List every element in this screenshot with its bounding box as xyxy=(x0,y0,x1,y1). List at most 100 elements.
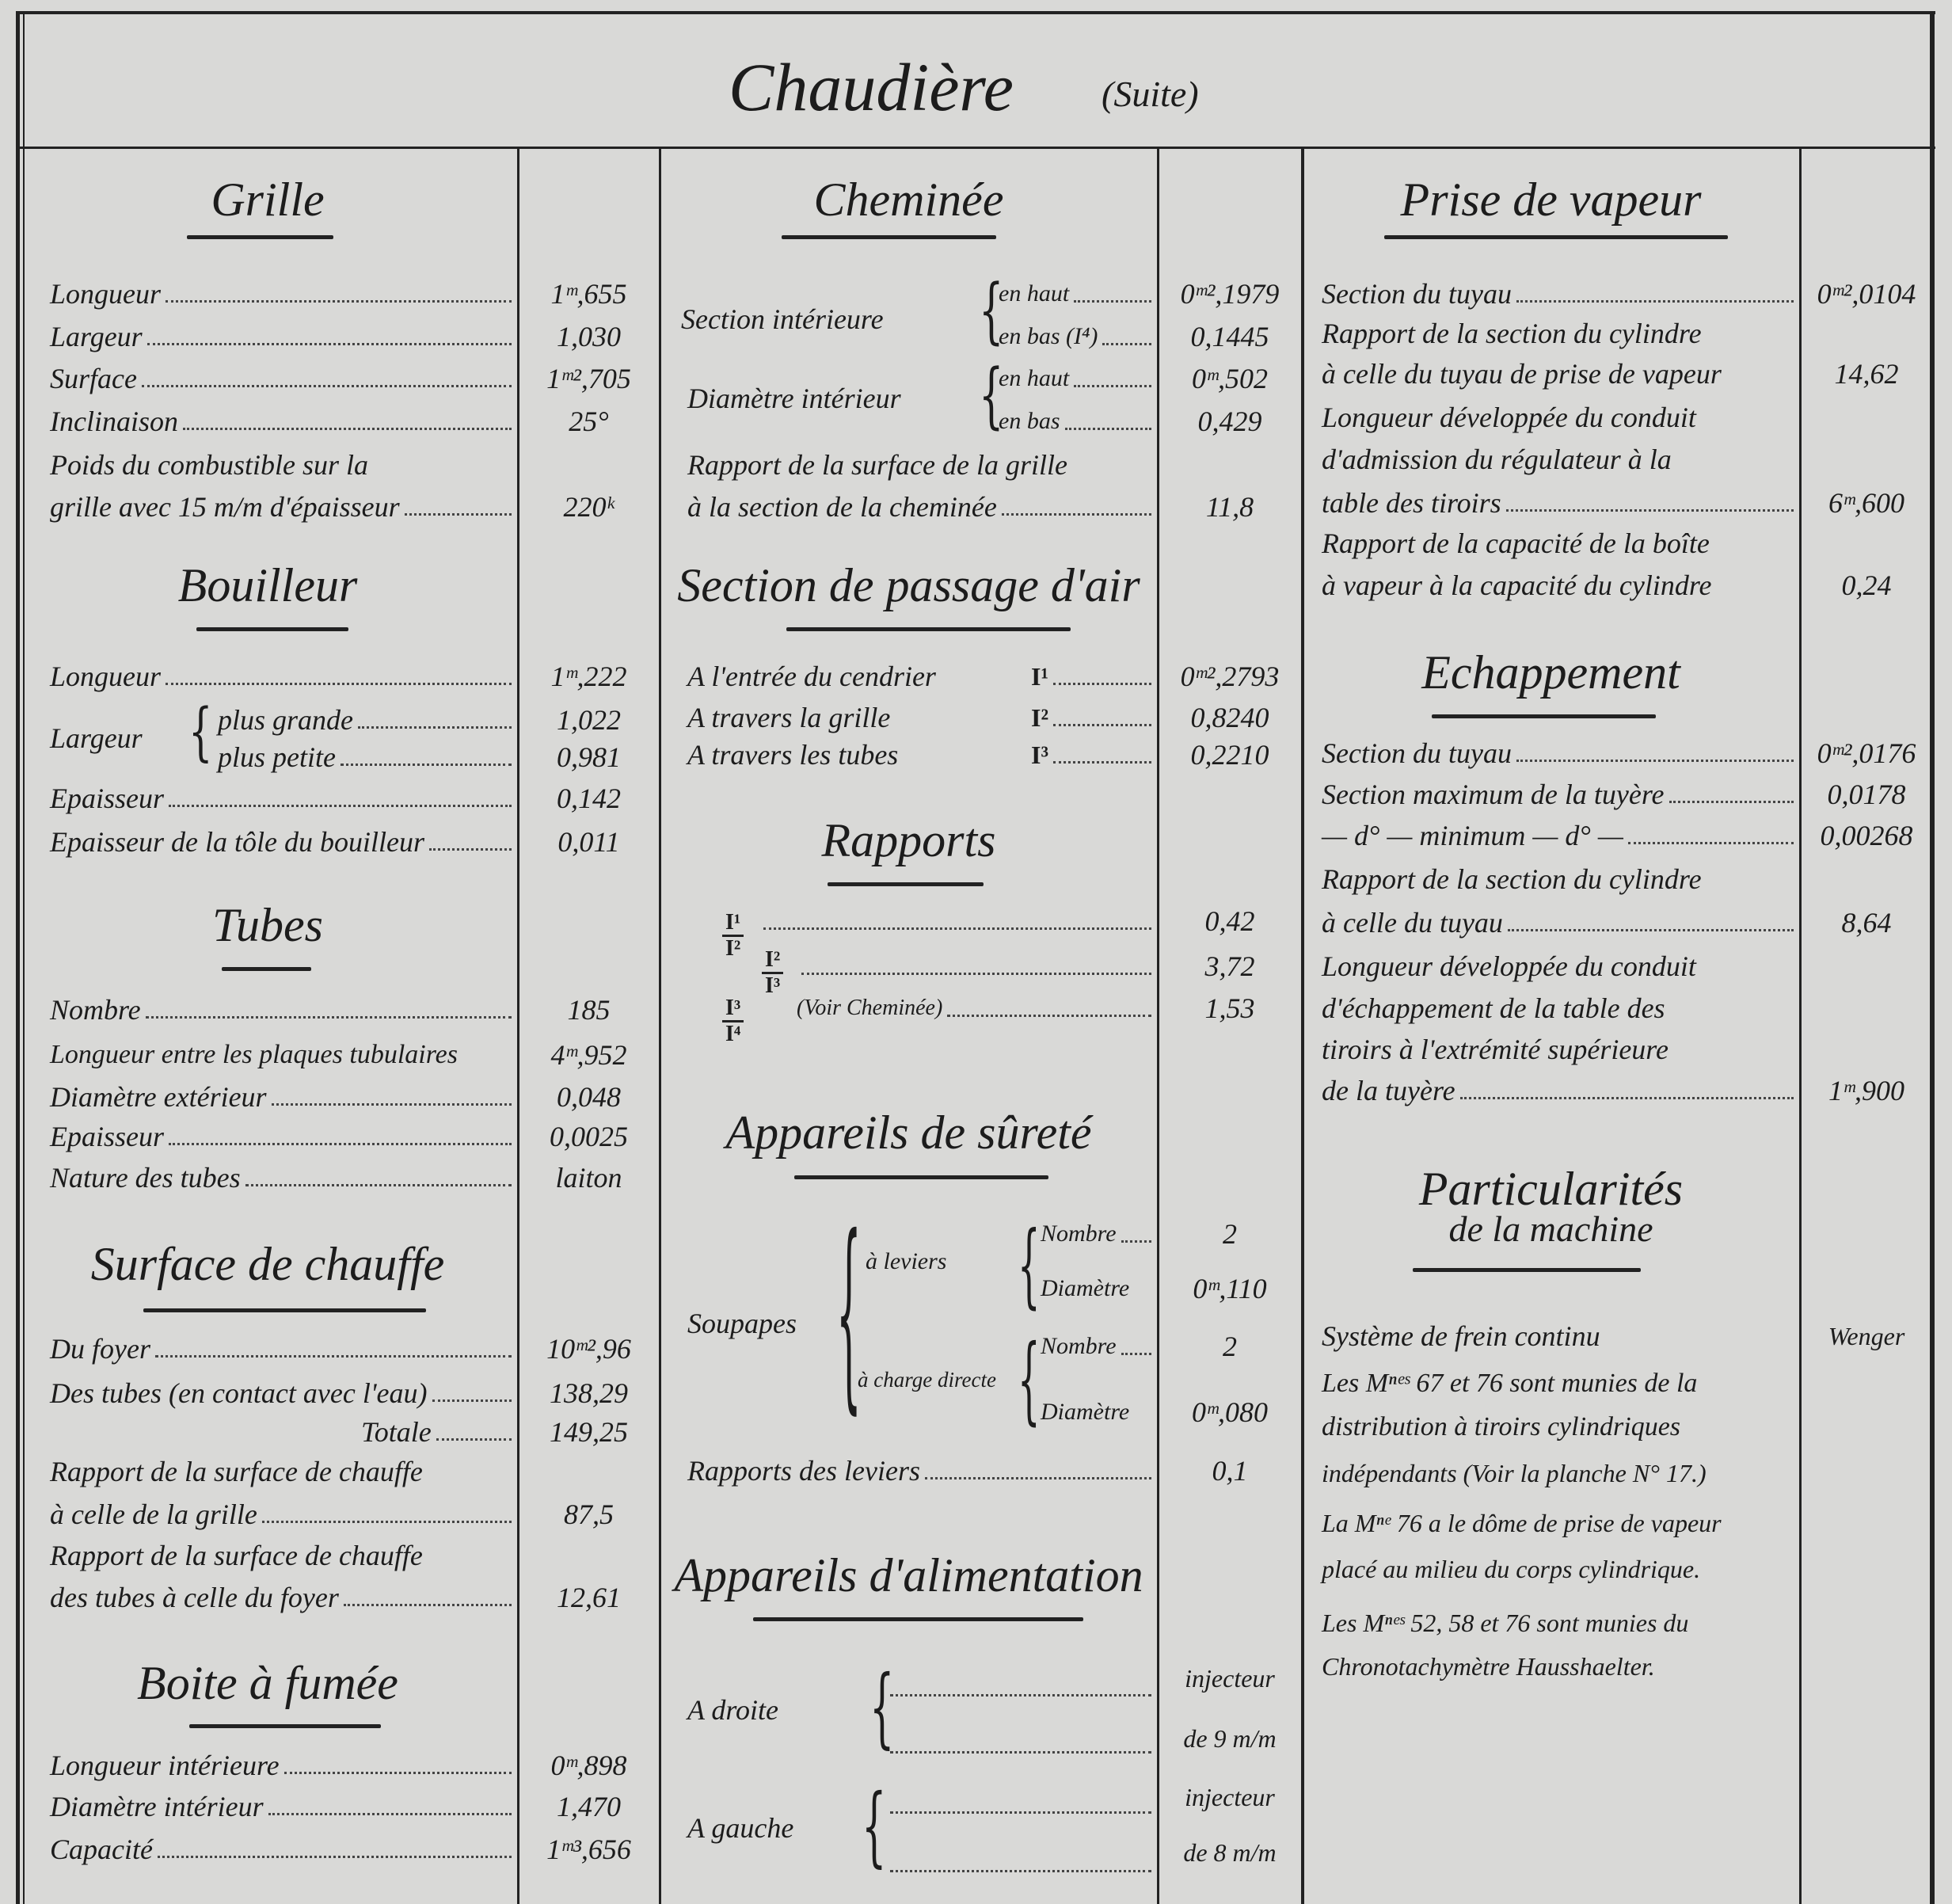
value: 14,62 xyxy=(1834,358,1899,390)
value: 11,8 xyxy=(1205,491,1254,523)
list-item: Diamètre extérieur xyxy=(50,1079,515,1115)
label: en bas xyxy=(999,408,1060,434)
page-subtitle: (Suite) xyxy=(1102,74,1199,114)
label: Nombre xyxy=(1041,1333,1117,1359)
label: Diamètre xyxy=(1041,1399,1130,1425)
value: laiton xyxy=(555,1162,622,1194)
dotted-leader xyxy=(1516,300,1794,303)
label: en bas (I⁴) xyxy=(999,323,1098,349)
heading-underline xyxy=(828,882,984,886)
fraction: I² I³ xyxy=(762,948,784,998)
section-heading-passage-air: Section de passage d'air xyxy=(677,559,1140,611)
label: Rapport de la section du cylindre xyxy=(1322,863,1702,895)
value: 1,53 xyxy=(1204,992,1255,1024)
label: Soupapes xyxy=(687,1308,797,1339)
value: 149,25 xyxy=(550,1416,628,1448)
section-subheading: de la machine xyxy=(1448,1209,1653,1249)
list-item: Longueur xyxy=(50,276,515,312)
list-item: à celle de la grille xyxy=(50,1496,515,1533)
label: Epaisseur xyxy=(50,1121,164,1152)
section-heading-echappement: Echappement xyxy=(1421,646,1680,699)
fraction: I¹ I² xyxy=(722,911,744,961)
list-item: en bas xyxy=(999,403,1155,440)
label: grille avec 15 m/m d'épaisseur xyxy=(50,491,400,523)
dotted-leader xyxy=(890,1694,1151,1696)
label: La Mⁿᵉ 76 a le dôme de prise de vapeur xyxy=(1322,1509,1722,1537)
heading-underline xyxy=(753,1617,1083,1621)
label: table des tiroirs xyxy=(1322,487,1501,519)
dotted-leader xyxy=(261,1521,512,1523)
value: 4ᵐ,952 xyxy=(550,1039,627,1071)
label: Section du tuyau xyxy=(1322,278,1512,310)
label: I² xyxy=(725,936,741,961)
dotted-leader xyxy=(1053,761,1151,764)
label: de la tuyère xyxy=(1322,1075,1455,1106)
label: plus grande xyxy=(218,704,353,736)
value: 1,030 xyxy=(557,321,621,352)
label: en haut xyxy=(999,365,1070,391)
dotted-leader xyxy=(1053,724,1151,726)
label: A travers les tubes xyxy=(687,739,899,771)
heading-underline xyxy=(1413,1268,1641,1272)
label: A l'entrée du cendrier xyxy=(687,661,936,692)
value: de 9 m/m xyxy=(1183,1724,1277,1753)
page-title: Chaudière xyxy=(729,49,1014,125)
label: Les Mⁿᵉˢ 52, 58 et 76 sont munies du xyxy=(1322,1609,1689,1637)
dotted-leader xyxy=(182,428,512,430)
value: 0,42 xyxy=(1204,905,1255,937)
heading-underline xyxy=(187,235,333,239)
list-item: A travers les tubes I³ xyxy=(687,737,1155,773)
column-divider xyxy=(1799,147,1802,1904)
dotted-leader xyxy=(169,1143,512,1145)
list-item: Inclinaison xyxy=(50,403,515,440)
heading-underline xyxy=(1384,235,1728,239)
list-item: A l'entrée du cendrier I¹ xyxy=(687,658,1155,695)
value: 1ᵐ,655 xyxy=(550,278,627,310)
dotted-leader xyxy=(145,1016,512,1019)
list-item: à celle du tuyau de prise de vapeur xyxy=(1322,356,1797,392)
list-item-label: à leviers xyxy=(866,1243,946,1280)
label: Diamètre intérieur xyxy=(687,383,901,414)
value: 12,61 xyxy=(557,1582,621,1613)
label: Section maximum de la tuyère xyxy=(1322,779,1665,810)
brace: { xyxy=(1018,1323,1041,1435)
list-item xyxy=(885,1787,1155,1823)
value: 10ᵐ²,96 xyxy=(546,1333,631,1365)
section-heading-tubes: Tubes xyxy=(211,899,324,951)
label: Rapports des leviers xyxy=(687,1455,920,1487)
label: à la section de la cheminée xyxy=(687,491,997,523)
list-item: d'admission du régulateur à la xyxy=(1322,441,1797,478)
label: I³ xyxy=(765,973,781,998)
value: 2 xyxy=(1223,1331,1237,1362)
label: à leviers xyxy=(866,1248,947,1274)
list-item: Surface xyxy=(50,360,515,397)
heading-underline xyxy=(1432,714,1656,718)
dotted-leader xyxy=(924,1477,1151,1479)
label: Du foyer xyxy=(50,1333,150,1365)
list-item: Diamètre xyxy=(1041,1394,1155,1430)
label: Longueur xyxy=(50,278,162,310)
dotted-leader xyxy=(1001,513,1151,516)
list-item: Totale xyxy=(361,1414,515,1450)
dotted-leader xyxy=(141,385,512,387)
section-heading-cheminee: Cheminée xyxy=(813,173,1004,226)
frame-left xyxy=(16,11,20,1904)
value: 0ᵐ,898 xyxy=(550,1750,627,1781)
list-item: à vapeur à la capacité du cylindre xyxy=(1322,567,1797,604)
list-item: Longueur entre les plaques tubulaires xyxy=(50,1037,515,1073)
label: à charge directe xyxy=(858,1368,996,1392)
title-rule xyxy=(16,147,1935,149)
label: Longueur entre les plaques tubulaires xyxy=(50,1040,458,1069)
label: Diamètre extérieur xyxy=(50,1081,267,1113)
list-item-label: Section intérieure xyxy=(681,301,884,337)
list-item: Longueur développée du conduit xyxy=(1322,399,1797,436)
list-item: La Mⁿᵉ 76 a le dôme de prise de vapeur xyxy=(1322,1505,1797,1541)
label: Longueur intérieure xyxy=(50,1750,280,1781)
list-item: placé au milieu du corps cylindrique. xyxy=(1322,1551,1797,1587)
value: 0,011 xyxy=(557,826,620,858)
list-item: Section du tuyau xyxy=(1322,735,1797,771)
list-item: Epaisseur xyxy=(50,780,515,817)
label: Rapport de la surface de la grille xyxy=(687,449,1067,481)
label: à vapeur à la capacité du cylindre xyxy=(1322,569,1712,601)
list-item: à la section de la cheminée xyxy=(687,489,1155,525)
